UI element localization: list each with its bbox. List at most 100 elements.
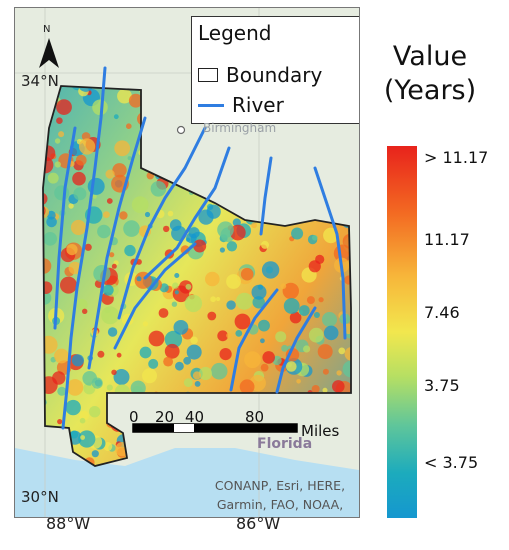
heatmap-cell — [126, 123, 132, 129]
heatmap-cell — [142, 368, 157, 384]
heatmap-cell — [226, 274, 241, 289]
heatmap-cell — [217, 330, 229, 342]
heatmap-cell — [174, 273, 180, 278]
heatmap-cell — [92, 194, 97, 199]
river-swatch — [198, 103, 224, 107]
region-label: Florida — [257, 436, 313, 452]
heatmap-cell — [136, 276, 142, 282]
colorbar-label: 11.17 — [424, 230, 470, 249]
scale-tick-label: 80 — [245, 408, 265, 426]
heatmap-cell — [70, 430, 79, 439]
heatmap-cell — [164, 343, 180, 359]
heatmap-cell — [281, 344, 288, 352]
heatmap-cell — [323, 325, 339, 341]
heatmap-cell — [174, 290, 179, 295]
map-legend: Legend Boundary River — [191, 16, 359, 124]
heatmap-cell — [47, 172, 59, 184]
heatmap-cell — [172, 282, 179, 289]
legend-label: Boundary — [226, 63, 323, 87]
heatmap-cell — [322, 387, 328, 393]
heatmap-cell — [308, 327, 324, 343]
map-frame[interactable]: Legend Boundary River N 34°N 30°N Birmin… — [14, 7, 360, 518]
rivers — [53, 66, 347, 430]
heatmap-cell — [226, 241, 238, 252]
heatmap-cell — [226, 332, 232, 339]
heatmap-cell — [164, 330, 183, 349]
heatmap-cell — [114, 140, 131, 157]
heatmap-cell — [308, 260, 321, 273]
heatmap-cell — [91, 377, 103, 389]
heatmap-cell — [322, 368, 329, 375]
heatmap-cell — [107, 327, 118, 337]
heatmap-cell — [234, 313, 251, 330]
colorbar-title-line: Value — [392, 41, 468, 72]
heatmap-cell — [68, 203, 74, 209]
heatmap-cell — [322, 312, 337, 327]
heatmap-cell — [79, 417, 86, 424]
heatmap-cell — [131, 196, 149, 214]
river — [53, 126, 77, 330]
legend-item-boundary: Boundary — [198, 63, 322, 87]
colorbar-title-line: (Years) — [383, 75, 477, 106]
heatmap-cell — [344, 347, 351, 361]
heatmap-cell — [54, 138, 61, 144]
heatmap-cell — [97, 224, 111, 239]
heatmap-cell — [124, 244, 136, 257]
heatmap-cell — [171, 301, 178, 307]
colorbar-label: < 3.75 — [424, 453, 479, 472]
heatmap-cell — [60, 276, 77, 294]
heatmap-cell — [66, 379, 84, 396]
heatmap-cell — [56, 117, 63, 124]
heatmap-cell — [84, 243, 92, 251]
heatmap-cell — [239, 379, 255, 395]
colorbar-label: 7.46 — [424, 303, 460, 322]
heatmap-cell — [57, 419, 63, 425]
heatmap-cell — [240, 267, 254, 281]
colorbar-title: Value (Years) — [360, 40, 500, 108]
heatmap-cell — [232, 218, 241, 227]
heatmap-cell — [260, 338, 265, 344]
heatmap-cell — [158, 308, 169, 318]
scale-unit: Miles — [301, 422, 340, 440]
heatmap-cell — [46, 216, 57, 228]
boundary-swatch — [198, 68, 218, 82]
heatmap-cell — [235, 292, 253, 310]
heatmap-cell — [251, 284, 267, 300]
heatmap-cell — [89, 406, 101, 418]
heatmap-cell — [216, 296, 221, 302]
heatmap-cell — [79, 138, 96, 155]
heatmap-cell — [173, 320, 189, 335]
heatmap-cell — [175, 361, 184, 371]
colorbar-label: > 11.17 — [424, 148, 489, 167]
city-marker — [176, 125, 186, 135]
heatmap-cell — [205, 271, 220, 287]
heatmap-cell — [78, 430, 96, 448]
heatmap-cell — [43, 192, 48, 206]
colorbar — [387, 146, 417, 518]
heatmap-cell — [184, 294, 203, 313]
heatmap-cell — [119, 211, 128, 220]
heatmap-cell — [54, 348, 69, 364]
heatmap-cell — [130, 380, 146, 396]
map-attribution: CONANP, Esri, HERE, Garmin, FAO, NOAA, U… — [214, 478, 346, 517]
heatmap-cell — [75, 154, 87, 166]
river — [61, 66, 107, 430]
heatmap-cell — [291, 227, 304, 240]
legend-title: Legend — [198, 21, 272, 45]
heatmap-cell — [283, 298, 300, 314]
heatmap-cell — [318, 297, 324, 303]
heatmap-cell — [76, 298, 88, 311]
heatmap-cell — [128, 93, 143, 108]
heatmap-cell — [54, 161, 61, 168]
heatmap-cell — [139, 346, 152, 359]
heatmap-cell — [117, 88, 132, 104]
heatmap-cell — [102, 284, 114, 296]
heatmap-cell — [311, 385, 320, 393]
legend-label: River — [232, 93, 284, 117]
heatmap-cell — [298, 305, 310, 316]
river — [259, 156, 273, 236]
heatmap-cell — [150, 181, 167, 197]
heatmap-cell — [296, 379, 301, 384]
heatmap-cell — [163, 225, 170, 233]
heatmap-cell — [252, 296, 265, 309]
